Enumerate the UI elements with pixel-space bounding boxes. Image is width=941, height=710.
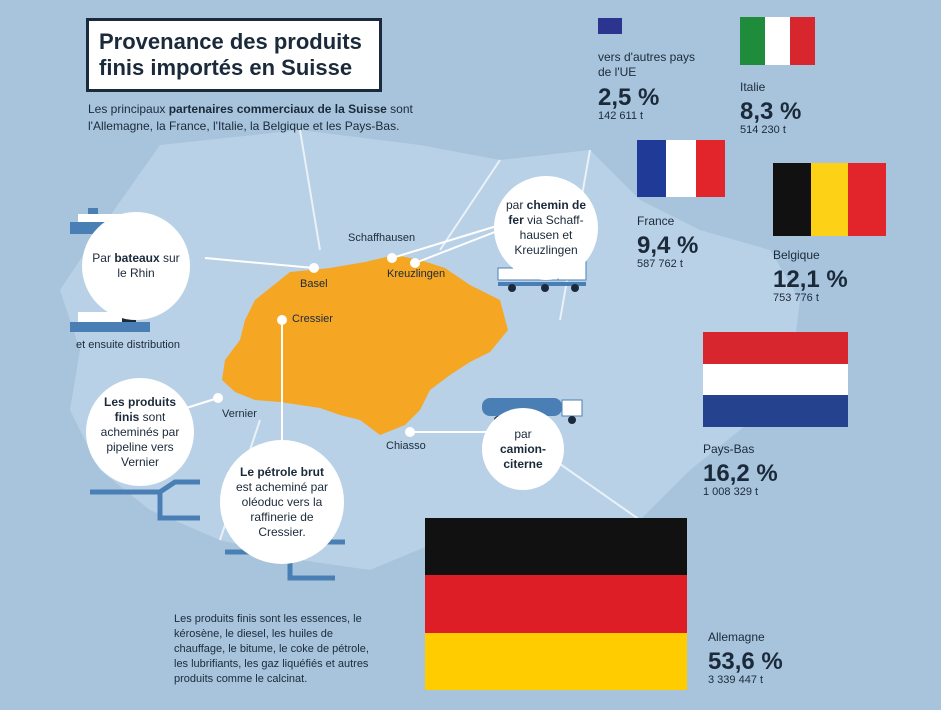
intro-part-2: sont l'Allemagne, la France, l'Italie, l…: [88, 102, 413, 133]
flag-belgique-yellow: [810, 163, 849, 236]
petrole-post: est acheminé par oléoduc vers la raffine…: [235, 479, 329, 539]
rail-bold: chemin de fer: [508, 198, 587, 227]
stat-france-name: France: [637, 214, 675, 228]
bateaux-bold: bateaux: [114, 251, 160, 265]
city-schaffhausen: Schaffhausen: [348, 232, 416, 244]
flag-paysbas-red: [703, 332, 848, 364]
page-title: Provenance des produits finis importés e…: [86, 18, 382, 92]
stat-italie-tons: 514 230 t: [740, 124, 786, 136]
stat-allemagne-name: Allemagne: [708, 630, 765, 644]
flag-france-blue: [637, 140, 667, 197]
stat-italie-name: Italie: [740, 80, 766, 94]
circle-rail: par chemin de fer via Schaff-hausen et K…: [494, 176, 598, 280]
flag-paysbas-blue: [703, 395, 848, 427]
dot-cressier: [277, 315, 287, 325]
flag-italie-red: [790, 17, 815, 65]
stat-belgique-pct: 12,1 %: [773, 266, 848, 293]
flag-italie-green: [740, 17, 765, 65]
flag-belgique-black: [773, 163, 811, 236]
stat-paysbas-name: Pays-Bas: [703, 442, 755, 456]
flag-eu: [598, 18, 622, 34]
stat-ue-name: vers d'autres pays de l'UE: [598, 50, 696, 79]
city-basel: Basel: [300, 278, 328, 290]
camion-pre: par: [514, 426, 532, 441]
pipeline-icon-left: [90, 479, 200, 521]
circle-pipeline: Les produits finis sont acheminés par pi…: [86, 378, 194, 486]
stat-belgique-name: Belgique: [773, 248, 820, 262]
pipeline-bold: Les produits finis: [103, 394, 176, 424]
flag-allemagne-red: [425, 575, 687, 633]
city-vernier: Vernier: [222, 408, 257, 420]
switzerland-shape: [222, 255, 508, 435]
stat-belgique-tons: 753 776 t: [773, 292, 819, 304]
city-dots: [213, 253, 420, 437]
stat-france-tons: 587 762 t: [637, 258, 683, 270]
rail-pre: par: [505, 198, 527, 212]
title-line-1: Provenance des produits: [99, 29, 362, 54]
circle-camion: par camion-citerne: [482, 408, 564, 490]
line-bateaux: [204, 257, 315, 269]
flag-allemagne-gold: [425, 632, 687, 690]
rail-post: via Schaff-hausen et Kreuzlingen: [514, 213, 584, 257]
bateaux-pre: Par: [92, 251, 115, 265]
intro-text: Les principaux partenaires commerciaux d…: [88, 101, 418, 135]
stat-allemagne-pct: 53,6 %: [708, 648, 783, 675]
dot-basel: [309, 263, 319, 273]
camion-bold: camion-citerne: [499, 441, 546, 471]
flag-paysbas: [703, 332, 848, 427]
pipeline-post: sont acheminés par pipeline vers Vernier: [100, 409, 180, 469]
intro-part-1: Les principaux: [88, 102, 169, 116]
city-chiasso: Chiasso: [386, 440, 426, 452]
intro-bold: partenaires commerciaux de la Suisse: [168, 102, 387, 116]
stat-paysbas-tons: 1 008 329 t: [703, 486, 759, 498]
dot-vernier: [213, 393, 223, 403]
line-rail: [391, 224, 501, 259]
note-distribution: et ensuite distribution: [76, 339, 180, 351]
circle-petrole: Le pétrole brut est acheminé par oléoduc…: [220, 440, 344, 564]
stat-ue-pct: 2,5 %: [598, 84, 660, 111]
flag-allemagne-black: [425, 518, 687, 576]
title-line-2: finis importés en Suisse: [99, 55, 353, 80]
city-kreuzlingen: Kreuzlingen: [387, 268, 446, 280]
stat-italie-pct: 8,3 %: [740, 98, 802, 125]
flag-france-white: [666, 140, 696, 197]
flag-france: [637, 140, 725, 197]
petrole-bold: Le pétrole brut: [239, 464, 324, 479]
flag-italie-white: [765, 17, 790, 65]
flag-paysbas-white: [703, 363, 848, 396]
stat-ue-tons: 142 611 t: [598, 110, 644, 122]
dot-chiasso: [405, 427, 415, 437]
dot-schaffhausen: [387, 253, 397, 263]
eu-square: [598, 18, 622, 34]
bateaux-post: sur le Rhin: [117, 251, 180, 280]
flag-allemagne: [425, 518, 687, 690]
stat-paysbas-pct: 16,2 %: [703, 460, 778, 487]
connector-lines: [179, 224, 501, 445]
stat-france-pct: 9,4 %: [637, 232, 699, 259]
flag-italie: [740, 17, 815, 65]
stat-allemagne-tons: 3 339 447 t: [708, 674, 764, 686]
flag-belgique-red: [848, 163, 886, 236]
dot-kreuzlingen: [410, 258, 420, 268]
flag-belgique: [773, 163, 886, 236]
flag-france-red: [695, 140, 725, 197]
circle-bateaux: Par bateaux sur le Rhin: [82, 212, 190, 320]
line-rail-2: [414, 229, 501, 264]
truck-icon: [482, 398, 583, 424]
city-cressier: Cressier: [292, 313, 333, 325]
note-produits-finis: Les produits finis sont les essences, le…: [174, 613, 369, 685]
